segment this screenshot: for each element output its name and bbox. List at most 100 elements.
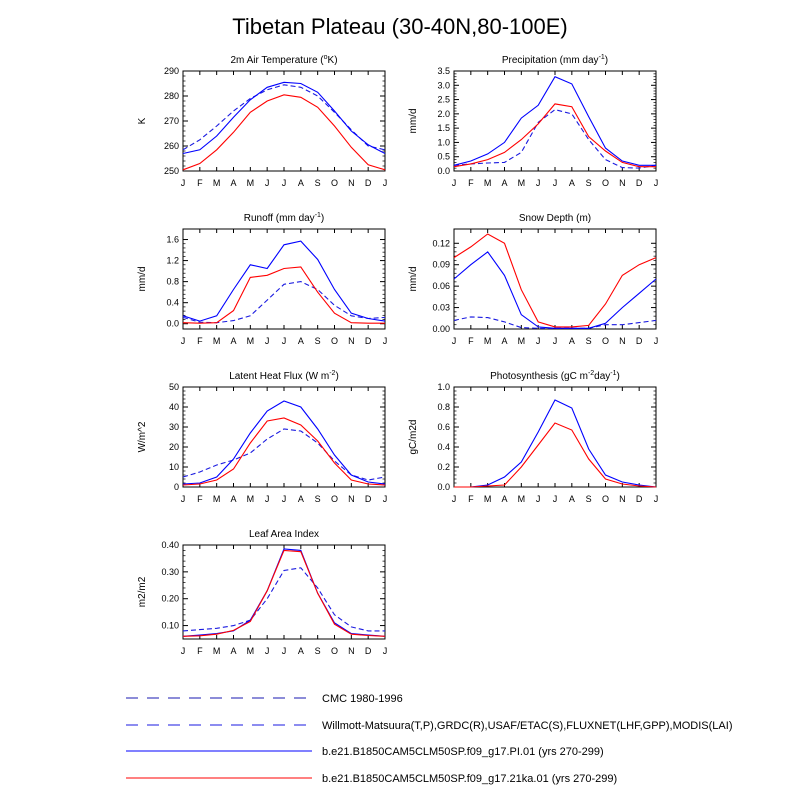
x-tick-label: J (383, 494, 388, 504)
y-tick-label: 270 (164, 116, 179, 126)
x-tick-label: J (265, 178, 270, 188)
x-tick-label: O (331, 336, 338, 346)
y-tick-label: 0.2 (437, 462, 450, 472)
x-tick-label: J (452, 336, 457, 346)
x-tick-label: M (518, 336, 526, 346)
y-tick-label: 40 (169, 402, 179, 412)
x-tick-label: J (654, 178, 659, 188)
x-tick-label: N (348, 494, 355, 504)
x-tick-label: D (636, 336, 643, 346)
x-tick-label: J (536, 178, 541, 188)
y-axis-label: W/m^2 (137, 421, 148, 452)
legend-label: b.e21.B1850CAM5CLM50SP.f09_g17.PI.01 (yr… (322, 746, 604, 758)
x-tick-label: N (619, 336, 626, 346)
title-main: Latent Heat Flux (W m (229, 371, 329, 382)
series-line-PI (454, 399, 657, 488)
x-tick-label: M (518, 494, 526, 504)
x-tick-label: M (213, 494, 221, 504)
title-sup: -2 (329, 370, 335, 377)
x-tick-label: M (213, 336, 221, 346)
title-main: Photosynthesis (gC m (490, 371, 588, 382)
series-line-obs (182, 84, 386, 151)
y-tick-label: 0.12 (432, 238, 450, 248)
panel-frame (182, 544, 386, 640)
panel-temp: 2m Air Temperature (oK)J F M A M J J A S O N D J2502… (137, 54, 387, 188)
x-tick-label: A (501, 336, 507, 346)
x-tick-label: D (365, 336, 372, 346)
x-tick-label: J (265, 494, 270, 504)
x-tick-label: J (383, 646, 388, 656)
x-tick-label: N (348, 336, 355, 346)
x-tick-label: O (602, 178, 609, 188)
y-tick-label: 0.4 (437, 442, 450, 452)
x-tick-label: A (569, 336, 575, 346)
y-tick-label: 2.5 (437, 95, 450, 105)
y-tick-label: 3.5 (437, 66, 450, 76)
x-tick-label: F (197, 336, 203, 346)
legend-label: CMC 1980-1996 (322, 693, 403, 705)
x-tick-label: M (213, 646, 221, 656)
y-tick-label: 0.20 (161, 594, 179, 604)
y-tick-label: 0 (174, 482, 179, 492)
x-tick-label: A (298, 336, 304, 346)
x-tick-label: J (452, 494, 457, 504)
y-axis-label: mm/d (408, 267, 419, 292)
y-axis-label: gC/m2d (408, 419, 419, 454)
series-line-PI (182, 81, 386, 155)
legend-label: Willmott-Matsuura(T,P),GRDC(R),USAF/ETAC… (322, 720, 733, 732)
y-axis-label: K (137, 117, 148, 124)
x-tick-label: J (282, 178, 287, 188)
x-tick-label: O (331, 178, 338, 188)
x-tick-label: S (315, 336, 321, 346)
legend-item: b.e21.B1850CAM5CLM50SP.f09_g17.PI.01 (yr… (126, 746, 604, 758)
x-tick-label: D (636, 178, 643, 188)
series-line-PI (453, 76, 656, 166)
series-line-obs (182, 567, 385, 632)
series-line-PI (182, 400, 386, 485)
series-line-PI (182, 240, 386, 322)
title-sup: -1 (315, 212, 321, 219)
series-line-obs (453, 109, 657, 169)
series-line-obs (182, 428, 386, 481)
title-main: Leaf Area Index (249, 529, 319, 540)
x-tick-label: J (654, 494, 659, 504)
panel-frame (182, 70, 386, 172)
legend: CMC 1980-1996 Willmott-Matsuura(T,P),GRDC… (126, 693, 733, 785)
x-tick-label: F (197, 646, 203, 656)
series-line-21ka (453, 103, 656, 168)
y-tick-label: 1.0 (437, 382, 450, 392)
x-tick-label: A (230, 494, 236, 504)
title-sup: o (324, 54, 328, 61)
title-main: Precipitation (mm day (502, 55, 599, 66)
y-tick-label: 280 (164, 91, 179, 101)
y-tick-label: 30 (169, 422, 179, 432)
x-tick-label: J (181, 178, 186, 188)
panel-title: Latent Heat Flux (W m-2) (229, 370, 339, 382)
x-tick-label: S (586, 494, 592, 504)
x-tick-label: A (298, 646, 304, 656)
y-tick-label: 0.0 (437, 482, 450, 492)
title-main: 2m Air Temperature ( (230, 55, 324, 66)
series-line-21ka (182, 549, 386, 637)
x-tick-label: J (265, 646, 270, 656)
y-tick-label: 0.09 (432, 260, 450, 270)
x-tick-label: O (602, 336, 609, 346)
x-tick-label: J (383, 336, 388, 346)
x-tick-label: M (247, 646, 255, 656)
x-tick-label: A (298, 178, 304, 188)
x-tick-label: O (331, 494, 338, 504)
y-tick-label: 0.10 (161, 621, 179, 631)
panel-frame (453, 70, 657, 172)
x-tick-label: M (484, 336, 492, 346)
x-tick-label: J (282, 336, 287, 346)
y-tick-label: 250 (164, 166, 179, 176)
y-tick-label: 0.6 (437, 422, 450, 432)
title-suffix: ) (605, 55, 608, 66)
title-sup: -1 (599, 54, 605, 61)
x-tick-label: S (586, 336, 592, 346)
y-axis-label: mm/d (408, 109, 419, 134)
x-tick-label: N (619, 494, 626, 504)
x-tick-label: J (282, 646, 287, 656)
x-tick-label: A (501, 178, 507, 188)
